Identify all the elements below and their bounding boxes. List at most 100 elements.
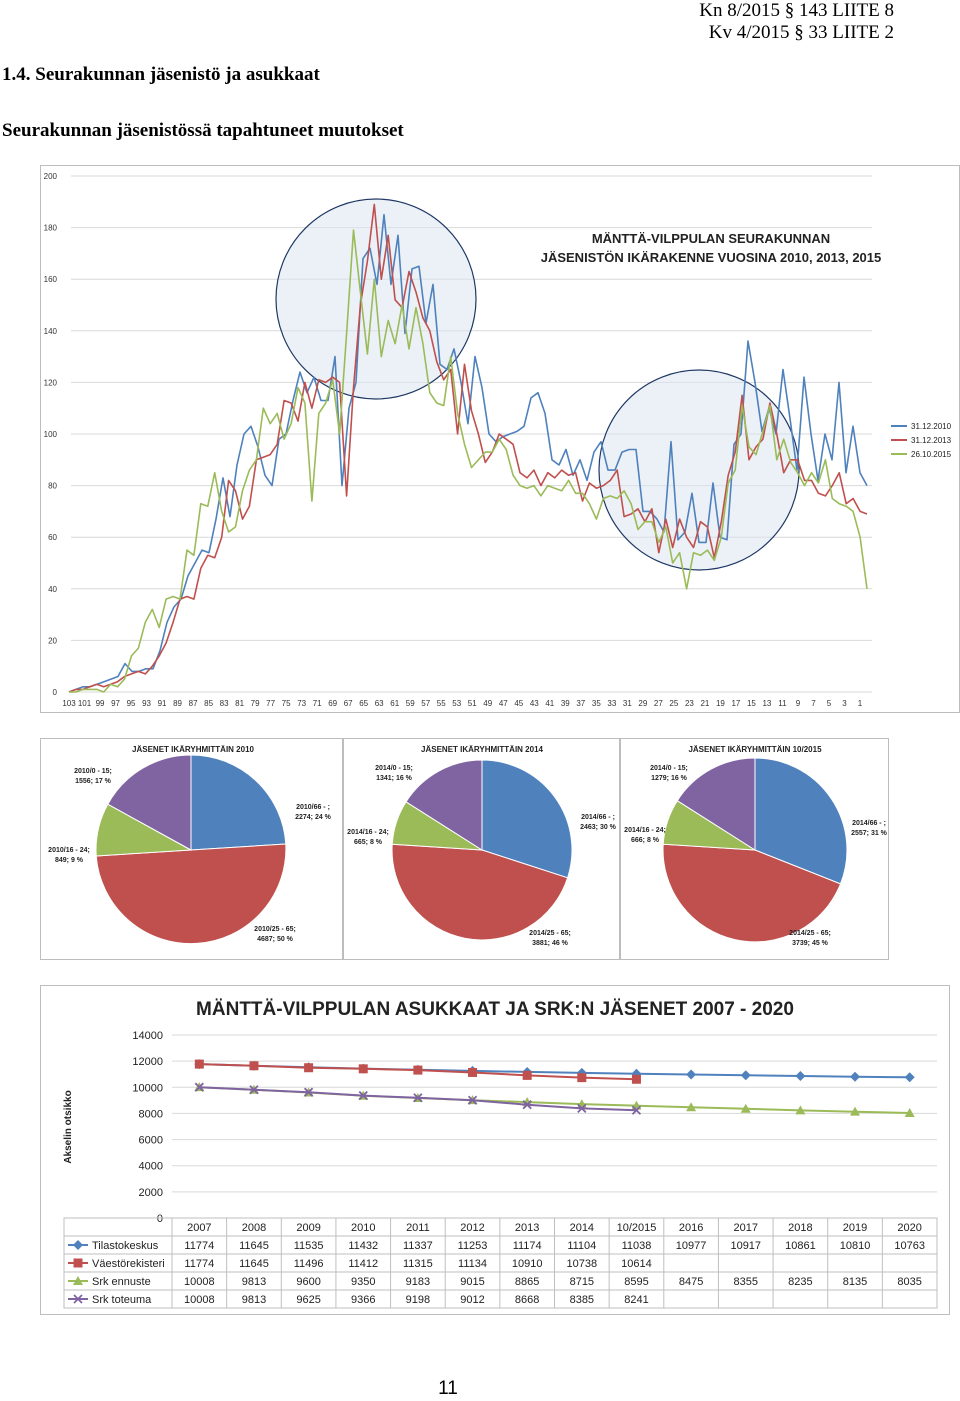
pie-slice	[391, 843, 569, 941]
x-tick-label: 103	[62, 699, 76, 708]
table-cell-value: 10738	[567, 1258, 598, 1270]
x-tick-label: 35	[592, 699, 601, 708]
table-cell-value: 10614	[621, 1258, 652, 1270]
pie-slice-value: 1341; 16 %	[376, 775, 413, 782]
residents-y-axis-label: Akselin otsikko	[63, 1090, 74, 1163]
series-line-3	[69, 229, 868, 693]
residents-chart-title: MÄNTTÄ-VILPPULAN ASUKKAAT JA SRK:N JÄSEN…	[196, 999, 794, 1020]
series-line-2	[68, 203, 868, 693]
series-name: Srk toteuma	[92, 1294, 152, 1306]
table-cell-value: 8715	[570, 1276, 594, 1288]
reference-line-2: Kv 4/2015 § 33 LIITE 2	[708, 22, 894, 43]
marker-x	[358, 1090, 368, 1101]
pie-slice-label: 2014/16 - 24;	[624, 827, 666, 834]
series-name: Väestörekisteri	[92, 1258, 165, 1270]
x-tick-label: 23	[685, 699, 694, 708]
pie-slice-value: 849; 9 %	[55, 857, 84, 864]
x-tick-label: 19	[716, 699, 725, 708]
table-cell-value: 11412	[348, 1258, 378, 1270]
x-tick-label: 97	[111, 699, 120, 708]
pie-slice	[405, 759, 483, 851]
x-tick-label: 59	[406, 699, 415, 708]
marker-x	[413, 1093, 423, 1103]
y-tick-label: 12000	[132, 1056, 163, 1068]
y-tick-label: 0	[157, 1213, 163, 1225]
table-cell-value: 9198	[406, 1294, 430, 1306]
table-cell-value: 10810	[840, 1240, 871, 1252]
marker-x	[249, 1085, 259, 1095]
y-tick-label: 120	[44, 378, 58, 387]
residents-members-chart: MÄNTTÄ-VILPPULAN ASUKKAAT JA SRK:N JÄSEN…	[40, 985, 950, 1315]
table-cell-value: 9183	[406, 1276, 430, 1288]
marker-diamond	[904, 1072, 915, 1083]
pie-plot-2015: JÄSENET IKÄRYHMITTÄIN 10/2015 2014/66 - ;…	[624, 745, 888, 947]
table-cell-value: 11496	[294, 1258, 324, 1270]
table-cell-value: 11774	[184, 1240, 214, 1252]
table-cell-value: 8865	[515, 1276, 539, 1288]
y-tick-label: 200	[44, 172, 58, 181]
pie-title: JÄSENET IKÄRYHMITTÄIN 2010	[132, 745, 255, 754]
pie-slice-value: 2274; 24 %	[295, 814, 332, 821]
x-tick-label: 25	[669, 699, 678, 708]
table-cell-value: 9625	[296, 1294, 320, 1306]
table-cell-value: 11134	[458, 1258, 487, 1270]
pie-slice-value: 2557; 31 %	[851, 830, 888, 837]
pie-slice	[481, 759, 573, 879]
x-tick-label: 93	[142, 699, 151, 708]
x-tick-label: 13	[762, 699, 771, 708]
marker-square	[73, 1258, 83, 1268]
table-cell-value: 10763	[894, 1240, 925, 1252]
x-tick-label: 55	[437, 699, 446, 708]
marker-triangle	[686, 1102, 697, 1112]
table-cell-value: 11337	[403, 1240, 433, 1252]
legend-label: 31.12.2010	[911, 422, 952, 431]
marker-x	[73, 1294, 83, 1304]
table-cell-value: 11315	[403, 1258, 433, 1270]
x-tick-label: 77	[266, 699, 275, 708]
marker-x	[522, 1100, 532, 1110]
table-cell-value: 11104	[567, 1240, 596, 1252]
series-line-1	[68, 213, 868, 693]
x-tick-label: 49	[483, 699, 492, 708]
x-tick-label: 1	[858, 699, 863, 708]
x-tick-label: 37	[576, 699, 585, 708]
marker-diamond	[795, 1071, 806, 1082]
x-tick-label: 73	[297, 699, 306, 708]
series-name: Tilastokeskus	[92, 1240, 159, 1252]
marker-square	[358, 1064, 368, 1074]
x-category-label: 10/2015	[617, 1222, 657, 1234]
x-tick-label: 3	[842, 699, 847, 708]
age-chart-title-line-1: MÄNTTÄ-VILPPULAN SEURAKUNNAN	[592, 231, 830, 246]
x-category-label: 2009	[296, 1222, 320, 1234]
x-tick-label: 47	[499, 699, 508, 708]
x-category-label: 2010	[351, 1222, 375, 1234]
table-cell-value: 8135	[843, 1276, 867, 1288]
x-tick-label: 51	[468, 699, 477, 708]
table-cell-value: 11535	[294, 1240, 324, 1252]
legend-label: 31.12.2013	[911, 436, 952, 445]
x-tick-label: 21	[700, 699, 709, 708]
x-tick-label: 57	[421, 699, 430, 708]
x-tick-label: 85	[204, 699, 213, 708]
x-category-label: 2008	[242, 1222, 266, 1234]
series-name: Srk ennuste	[92, 1276, 151, 1288]
pie-chart-2015: JÄSENET IKÄRYHMITTÄIN 10/2015 2014/66 - ;…	[620, 738, 889, 960]
x-tick-label: 53	[452, 699, 461, 708]
x-tick-label: 81	[235, 699, 244, 708]
marker-square	[468, 1067, 478, 1077]
x-tick-label: 15	[747, 699, 756, 708]
x-category-label: 2019	[843, 1222, 867, 1234]
pie-slice-value: 666; 8 %	[631, 837, 660, 844]
marker-diamond	[686, 1069, 697, 1080]
x-tick-label: 89	[173, 699, 182, 708]
table-cell-value: 10008	[184, 1276, 215, 1288]
x-tick-label: 5	[827, 699, 832, 708]
y-tick-label: 20	[48, 636, 57, 645]
table-cell-value: 8235	[788, 1276, 812, 1288]
table-cell-value: 8595	[624, 1276, 648, 1288]
x-tick-label: 87	[189, 699, 198, 708]
x-tick-label: 31	[623, 699, 632, 708]
age-structure-chart: 0 20 40 60 80 100 120 140 160 180 200 103 101 99 97 95 9…	[40, 165, 960, 713]
x-category-label: 2007	[187, 1222, 211, 1234]
marker-triangle	[795, 1105, 806, 1115]
